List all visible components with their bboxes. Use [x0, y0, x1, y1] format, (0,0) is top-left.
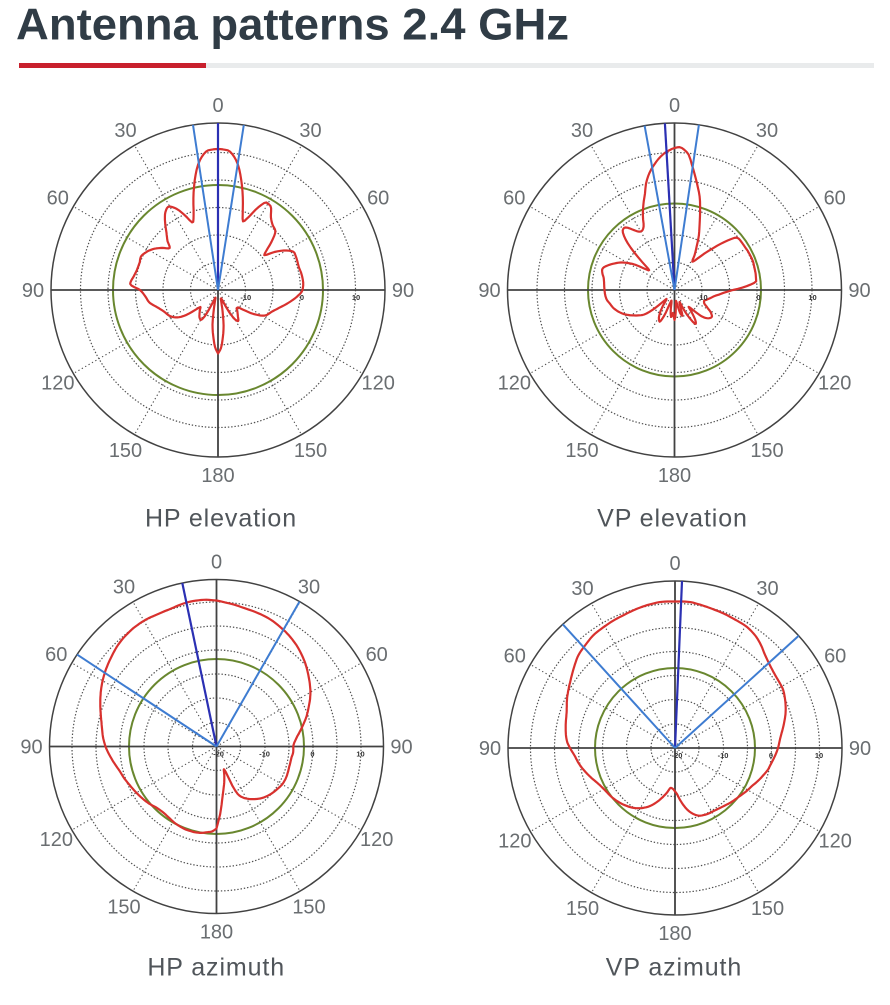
svg-text:0: 0: [310, 750, 314, 759]
svg-text:-10: -10: [240, 293, 251, 302]
svg-text:HP azimuth: HP azimuth: [147, 954, 285, 982]
svg-text:-20: -20: [672, 751, 683, 760]
svg-text:10: 10: [808, 293, 816, 302]
svg-text:30: 30: [571, 120, 593, 142]
svg-text:90: 90: [390, 737, 412, 759]
svg-text:180: 180: [658, 923, 691, 945]
svg-text:Antenna patterns 2.4 GHz: Antenna patterns 2.4 GHz: [16, 0, 569, 49]
svg-text:120: 120: [498, 373, 531, 395]
svg-text:-10: -10: [697, 293, 708, 302]
svg-text:0: 0: [769, 751, 773, 760]
svg-text:60: 60: [504, 646, 526, 668]
svg-text:60: 60: [824, 188, 846, 210]
svg-text:90: 90: [392, 280, 414, 302]
svg-text:VP elevation: VP elevation: [597, 505, 748, 533]
svg-text:10: 10: [352, 293, 360, 302]
svg-text:90: 90: [22, 280, 44, 302]
svg-text:-10: -10: [718, 751, 729, 760]
svg-text:0: 0: [669, 553, 680, 575]
svg-text:30: 30: [114, 120, 136, 142]
svg-text:120: 120: [41, 373, 74, 395]
svg-text:VP azimuth: VP azimuth: [606, 954, 742, 982]
svg-text:0: 0: [756, 293, 760, 302]
svg-text:120: 120: [360, 829, 393, 851]
svg-text:180: 180: [200, 922, 233, 944]
svg-text:150: 150: [565, 440, 598, 462]
svg-text:60: 60: [45, 644, 67, 666]
svg-text:150: 150: [109, 440, 142, 462]
svg-text:30: 30: [571, 578, 593, 600]
svg-text:120: 120: [819, 831, 852, 853]
svg-text:150: 150: [750, 440, 783, 462]
svg-text:90: 90: [848, 280, 870, 302]
svg-text:150: 150: [566, 898, 599, 920]
svg-text:60: 60: [824, 646, 846, 668]
svg-text:0: 0: [669, 95, 680, 117]
svg-text:150: 150: [292, 897, 325, 919]
svg-text:150: 150: [107, 897, 140, 919]
svg-text:30: 30: [756, 578, 778, 600]
svg-text:90: 90: [479, 738, 501, 760]
svg-text:120: 120: [40, 829, 73, 851]
svg-text:HP elevation: HP elevation: [145, 505, 297, 533]
svg-text:90: 90: [478, 280, 500, 302]
svg-text:30: 30: [756, 120, 778, 142]
svg-text:30: 30: [298, 576, 320, 598]
svg-text:60: 60: [366, 644, 388, 666]
svg-text:180: 180: [658, 465, 691, 487]
svg-text:60: 60: [47, 188, 69, 210]
svg-text:60: 60: [367, 188, 389, 210]
svg-text:0: 0: [212, 95, 223, 117]
svg-text:150: 150: [294, 440, 327, 462]
svg-text:0: 0: [211, 552, 222, 574]
svg-text:90: 90: [20, 737, 42, 759]
svg-text:30: 30: [299, 120, 321, 142]
svg-text:120: 120: [498, 831, 531, 853]
svg-text:180: 180: [201, 465, 234, 487]
svg-text:30: 30: [113, 576, 135, 598]
svg-text:120: 120: [362, 373, 395, 395]
svg-text:60: 60: [503, 188, 525, 210]
svg-text:150: 150: [751, 898, 784, 920]
svg-text:0: 0: [300, 293, 304, 302]
svg-text:10: 10: [356, 750, 364, 759]
svg-text:90: 90: [849, 738, 871, 760]
svg-text:10: 10: [815, 751, 823, 760]
svg-text:120: 120: [818, 373, 851, 395]
svg-text:-10: -10: [259, 750, 270, 759]
svg-text:-20: -20: [213, 750, 224, 759]
